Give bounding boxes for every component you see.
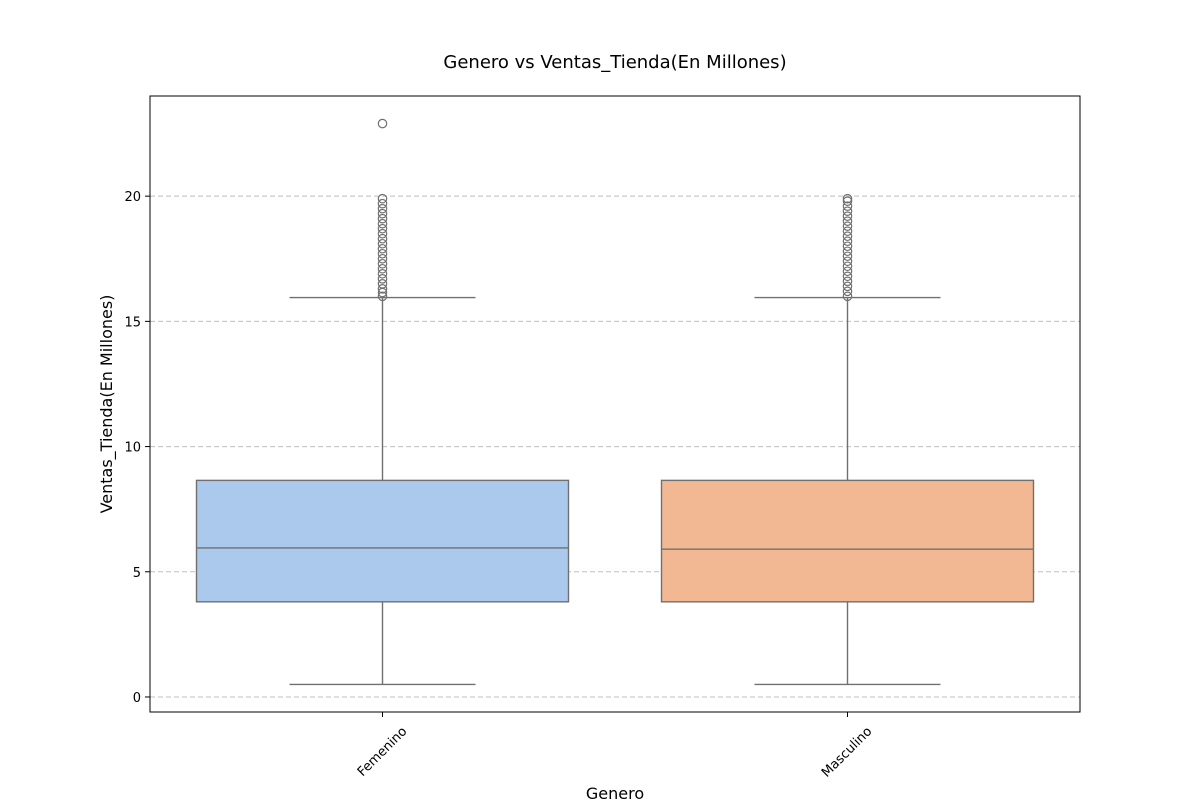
y-axis-ticks: 0 5 10 15 20 bbox=[124, 190, 150, 706]
plot-frame bbox=[149, 95, 1081, 713]
chart-title: Genero vs Ventas_Tienda(En Millones) bbox=[443, 52, 786, 73]
outlier-point bbox=[377, 218, 388, 229]
outlier-point bbox=[377, 243, 388, 254]
outlier-point bbox=[842, 236, 853, 247]
boxes-layer bbox=[195, 118, 1035, 686]
outlier-point bbox=[377, 263, 388, 274]
outlier-point bbox=[842, 231, 853, 242]
x-axis-label: Genero bbox=[586, 784, 644, 800]
outlier-point bbox=[377, 208, 388, 219]
outlier-point bbox=[842, 291, 853, 302]
outlier-point bbox=[842, 226, 853, 237]
y-axis-label: Ventas_Tienda(En Millones) bbox=[97, 295, 117, 514]
outlier-point bbox=[377, 284, 388, 294]
outlier-point bbox=[842, 201, 853, 211]
outlier-point bbox=[377, 203, 388, 214]
outlier-point bbox=[377, 228, 388, 239]
outlier-point bbox=[842, 216, 853, 227]
outlier-point bbox=[842, 241, 853, 252]
y-tick-label: 0 bbox=[133, 691, 141, 706]
iqr-box bbox=[660, 479, 1035, 603]
outlier-point bbox=[842, 266, 853, 277]
outlier-point bbox=[842, 193, 853, 204]
outlier-point bbox=[377, 118, 388, 129]
outlier-point bbox=[377, 279, 388, 289]
grid-lines bbox=[150, 195, 1080, 698]
outlier-point bbox=[842, 196, 853, 206]
box-femenino bbox=[195, 118, 570, 686]
outlier-point bbox=[842, 206, 853, 216]
x-tick-label: Masculino bbox=[819, 724, 875, 780]
outlier-point bbox=[842, 261, 853, 272]
outlier-point bbox=[377, 198, 388, 209]
outlier-point bbox=[842, 221, 853, 232]
y-tick-label: 20 bbox=[124, 190, 141, 205]
outlier-point bbox=[377, 253, 388, 264]
outlier-point bbox=[377, 238, 388, 249]
outlier-point bbox=[377, 273, 388, 284]
outlier-point bbox=[377, 248, 388, 259]
outlier-point bbox=[842, 286, 853, 297]
outlier-point bbox=[842, 211, 853, 221]
outlier-point bbox=[842, 281, 853, 292]
y-tick-label: 15 bbox=[124, 315, 141, 330]
outlier-point bbox=[377, 193, 388, 204]
y-tick-label: 5 bbox=[133, 566, 141, 581]
y-tick-label: 10 bbox=[124, 441, 141, 456]
outlier-point bbox=[377, 291, 388, 302]
outlier-point bbox=[842, 276, 853, 287]
outlier-point bbox=[377, 268, 388, 279]
outlier-point bbox=[842, 246, 853, 257]
outlier-point bbox=[377, 258, 388, 269]
outlier-point bbox=[377, 233, 388, 244]
iqr-box bbox=[195, 479, 570, 603]
outlier-point bbox=[842, 256, 853, 267]
outlier-point bbox=[842, 251, 853, 262]
x-tick-label: Femenino bbox=[355, 724, 411, 780]
x-axis-ticks: Femenino Masculino bbox=[355, 712, 875, 781]
outlier-point bbox=[842, 271, 853, 282]
box-masculino bbox=[660, 193, 1035, 686]
outlier-point bbox=[377, 223, 388, 234]
outlier-point bbox=[377, 213, 388, 224]
